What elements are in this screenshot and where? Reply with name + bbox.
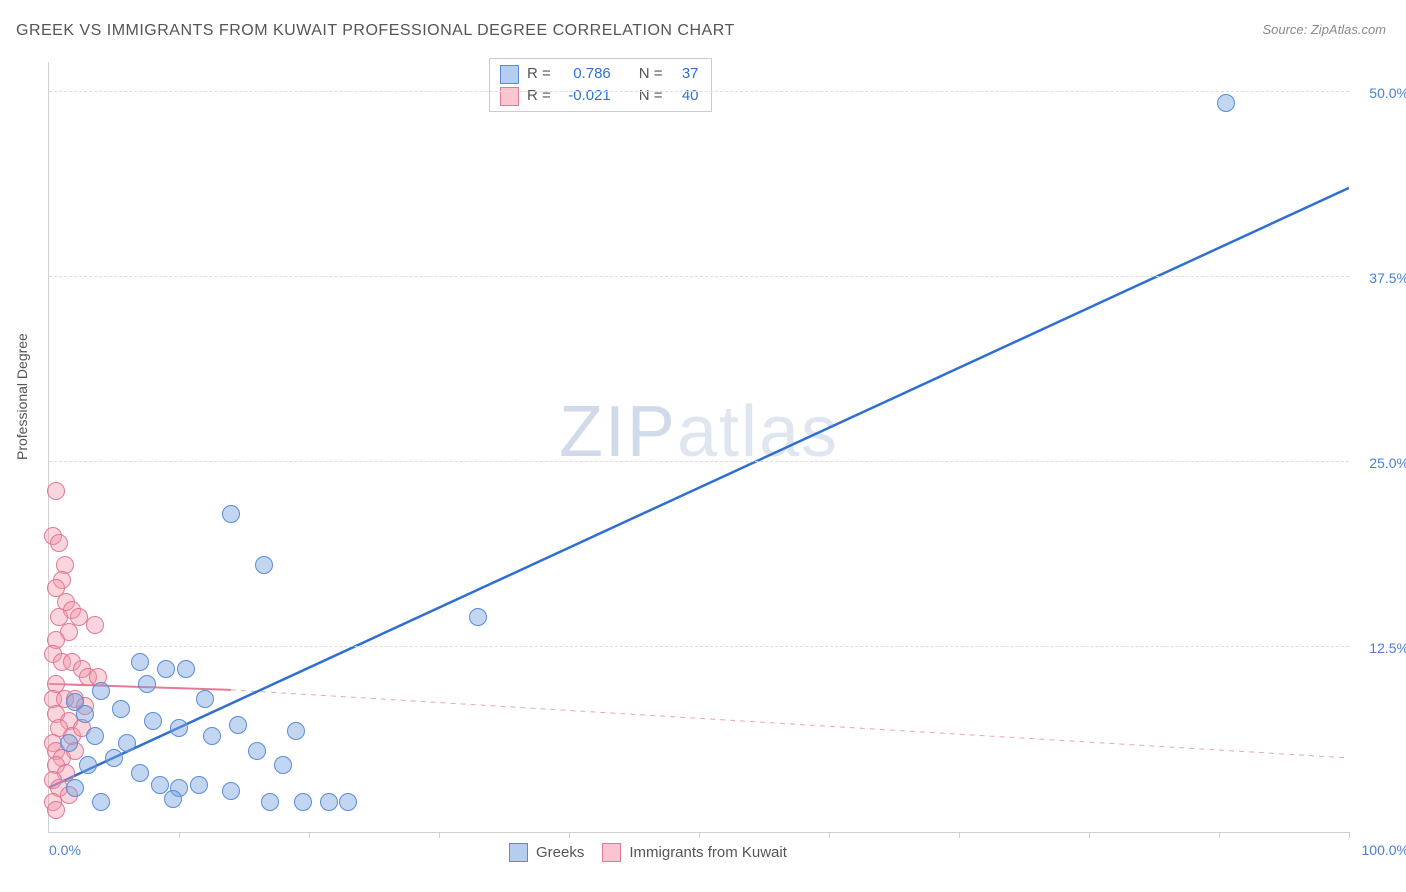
xtick: [1349, 832, 1350, 838]
data-point: [118, 734, 136, 752]
r-label-2: R =: [527, 85, 551, 107]
gridline: [49, 276, 1349, 277]
xtick: [1089, 832, 1090, 838]
data-point: [469, 608, 487, 626]
data-point: [203, 727, 221, 745]
data-point: [144, 712, 162, 730]
data-point: [60, 734, 78, 752]
data-point: [79, 756, 97, 774]
data-point: [86, 727, 104, 745]
data-point: [50, 534, 68, 552]
xtick: [699, 832, 700, 838]
xtick: [1219, 832, 1220, 838]
data-point: [92, 682, 110, 700]
y-axis-label: Professional Degree: [14, 333, 30, 460]
legend-series: Greeks Immigrants from Kuwait: [509, 843, 787, 862]
source-label: Source: ZipAtlas.com: [1262, 22, 1386, 37]
data-point: [1217, 94, 1235, 112]
ytick-label: 37.5%: [1369, 270, 1406, 286]
data-point: [47, 482, 65, 500]
data-point: [294, 793, 312, 811]
swatch-kuwait-icon: [500, 87, 519, 106]
swatch-kuwait-bottom-icon: [602, 843, 621, 862]
xtick: [439, 832, 440, 838]
data-point: [76, 705, 94, 723]
chart-title: GREEK VS IMMIGRANTS FROM KUWAIT PROFESSI…: [16, 22, 735, 40]
data-point: [131, 764, 149, 782]
watermark-atlas: atlas: [677, 392, 839, 472]
r-value-greeks: 0.786: [559, 63, 611, 85]
data-point: [196, 690, 214, 708]
data-point: [320, 793, 338, 811]
trend-line: [49, 188, 1349, 788]
data-point: [177, 660, 195, 678]
watermark-zip: ZIP: [559, 392, 677, 472]
data-point: [261, 793, 279, 811]
r-value-kuwait: -0.021: [559, 85, 611, 107]
xtick: [829, 832, 830, 838]
gridline: [49, 461, 1349, 462]
scatter-plot: ZIPatlas R = 0.786 N = 37 R = -0.021 N =…: [48, 62, 1349, 833]
data-point: [339, 793, 357, 811]
data-point: [229, 716, 247, 734]
trend-lines-layer: [49, 62, 1349, 832]
data-point: [138, 675, 156, 693]
xtick: [309, 832, 310, 838]
legend-label-kuwait: Immigrants from Kuwait: [629, 844, 787, 861]
ytick-label: 50.0%: [1369, 85, 1406, 101]
data-point: [92, 793, 110, 811]
n-value-greeks: 37: [671, 63, 699, 85]
ytick-label: 12.5%: [1369, 640, 1406, 656]
data-point: [47, 801, 65, 819]
xtick: [569, 832, 570, 838]
data-point: [86, 616, 104, 634]
n-value-kuwait: 40: [671, 85, 699, 107]
data-point: [112, 700, 130, 718]
data-point: [151, 776, 169, 794]
r-label: R =: [527, 63, 551, 85]
data-point: [170, 719, 188, 737]
data-point: [255, 556, 273, 574]
xtick-label: 100.0%: [1362, 842, 1406, 858]
data-point: [274, 756, 292, 774]
gridline: [49, 91, 1349, 92]
xtick: [179, 832, 180, 838]
trend-line: [231, 690, 1349, 758]
legend-stats-box: R = 0.786 N = 37 R = -0.021 N = 40: [489, 58, 712, 112]
swatch-greeks-icon: [500, 65, 519, 84]
data-point: [248, 742, 266, 760]
legend-stats-row-kuwait: R = -0.021 N = 40: [500, 85, 699, 107]
n-label-2: N =: [639, 85, 663, 107]
data-point: [190, 776, 208, 794]
xtick-label: 0.0%: [49, 842, 81, 858]
legend-label-greeks: Greeks: [536, 844, 584, 861]
swatch-greeks-bottom-icon: [509, 843, 528, 862]
data-point: [131, 653, 149, 671]
data-point: [222, 782, 240, 800]
legend-stats-row-greeks: R = 0.786 N = 37: [500, 63, 699, 85]
data-point: [287, 722, 305, 740]
xtick: [959, 832, 960, 838]
data-point: [157, 660, 175, 678]
data-point: [66, 779, 84, 797]
data-point: [222, 505, 240, 523]
data-point: [164, 790, 182, 808]
gridline: [49, 646, 1349, 647]
n-label: N =: [639, 63, 663, 85]
legend-item-greeks: Greeks: [509, 843, 584, 862]
legend-item-kuwait: Immigrants from Kuwait: [602, 843, 787, 862]
data-point: [105, 749, 123, 767]
ytick-label: 25.0%: [1369, 455, 1406, 471]
